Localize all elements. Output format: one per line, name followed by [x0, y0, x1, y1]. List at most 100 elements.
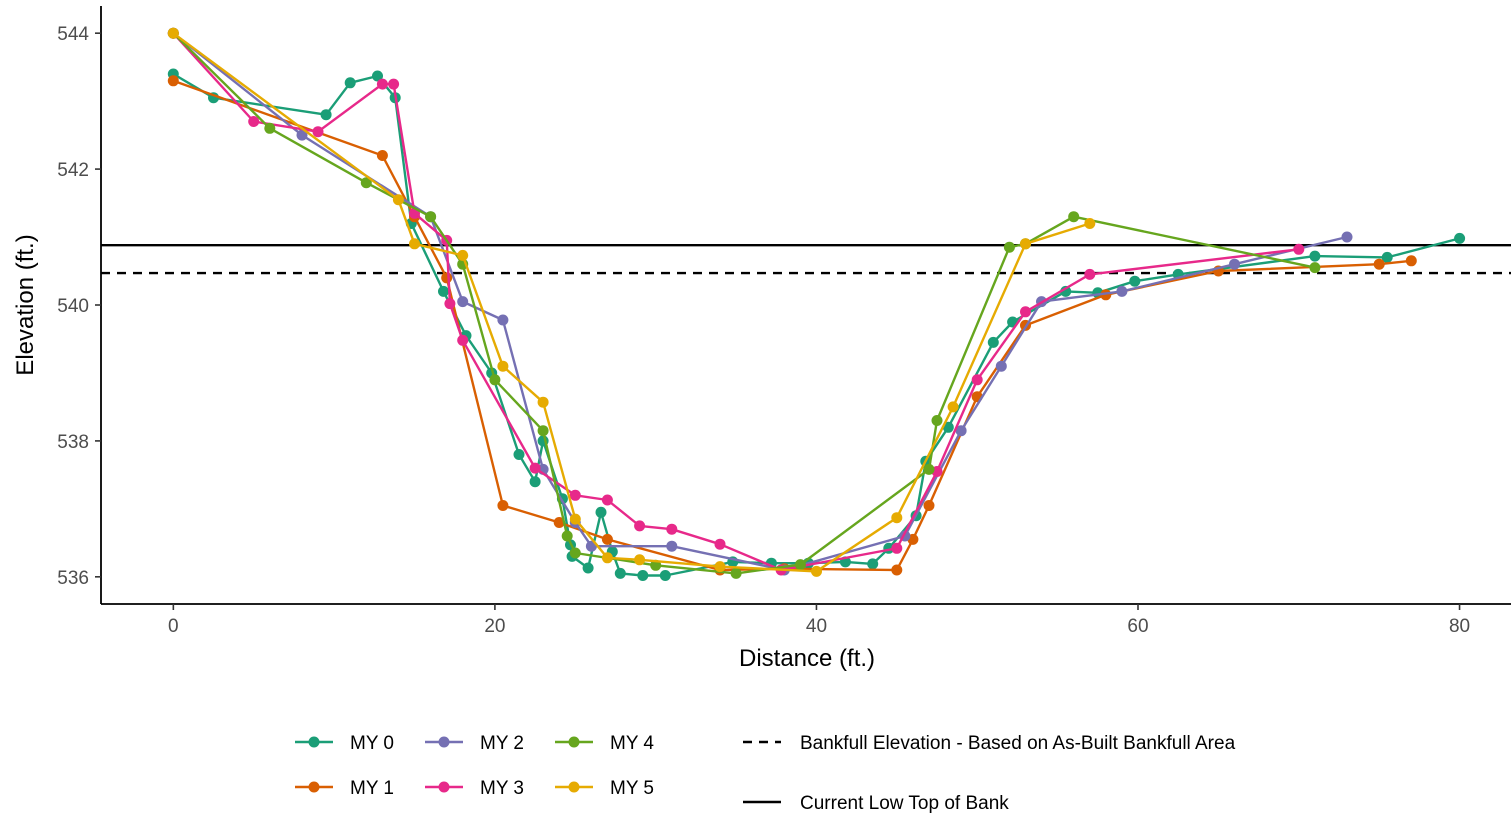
data-point-my-3 [971, 374, 983, 386]
legend-item-my-2: MY 2 [425, 733, 524, 754]
x-axis-title: Distance (ft.) [739, 645, 875, 672]
legend-item-bankfull-elevation: Bankfull Elevation - Based on As-Built B… [743, 733, 1236, 754]
data-point-my-1 [601, 533, 613, 545]
data-point-my-0 [1454, 232, 1466, 244]
data-point-my-5 [457, 249, 469, 261]
data-point-my-5 [409, 238, 420, 250]
data-point-my-4 [923, 463, 935, 475]
y-tick-label: 538 [57, 432, 89, 453]
axes [100, 6, 1511, 605]
data-point-my-1 [923, 500, 935, 511]
data-point-my-4 [794, 559, 806, 571]
data-point-my-5 [569, 513, 581, 525]
plot-area [101, 27, 1511, 581]
data-point-my-0 [372, 70, 383, 82]
data-point-my-1 [553, 517, 565, 528]
legend-key-point [438, 736, 450, 748]
data-point-my-0 [637, 570, 649, 581]
x-tick-label: 0 [168, 616, 179, 637]
data-point-my-5 [634, 554, 646, 566]
data-point-my-2 [296, 129, 308, 141]
data-point-my-1 [497, 500, 509, 511]
legend-label: MY 0 [350, 733, 394, 754]
data-point-my-0 [1381, 251, 1393, 263]
data-point-my-5 [601, 552, 613, 564]
y-tick-label: 544 [57, 24, 89, 45]
data-point-my-3 [457, 334, 469, 346]
data-point-my-3 [376, 78, 388, 90]
data-point-my-3 [601, 494, 613, 506]
legend-item-my-4: MY 4 [555, 733, 654, 754]
series-my-4 [167, 27, 1321, 579]
y-tick-label: 540 [57, 296, 89, 317]
data-point-my-4 [1003, 241, 1015, 253]
x-tick-label: 60 [1127, 616, 1148, 637]
data-point-my-5 [1020, 238, 1031, 250]
data-point-my-2 [1116, 285, 1128, 297]
legend-key-point [308, 781, 320, 793]
data-point-my-5 [167, 27, 179, 39]
data-point-my-0 [344, 77, 356, 89]
data-point-my-2 [457, 296, 469, 308]
data-point-my-1 [376, 150, 388, 161]
data-point-my-3 [444, 298, 456, 310]
data-point-my-0 [659, 570, 671, 581]
data-point-my-3 [666, 523, 678, 535]
series-line-my-2 [172, 32, 1348, 572]
data-point-my-4 [561, 530, 573, 542]
data-point-my-5 [537, 396, 549, 408]
legend-item-my-5: MY 5 [555, 778, 654, 799]
data-point-my-5 [392, 194, 404, 206]
x-tick-label: 40 [806, 616, 827, 637]
legend-item-my-3: MY 3 [425, 778, 524, 799]
series-line-my-4 [172, 32, 1316, 575]
data-point-my-4 [1068, 211, 1080, 223]
y-tick-label: 536 [57, 568, 89, 589]
data-point-my-3 [891, 542, 903, 554]
data-point-my-2 [995, 360, 1007, 372]
data-point-my-1 [1373, 258, 1385, 270]
series-my-5 [167, 27, 1096, 577]
legend-key-point [568, 781, 580, 793]
data-point-my-0 [513, 449, 525, 460]
data-point-my-4 [931, 415, 943, 426]
series-my-3 [167, 27, 1305, 576]
data-point-my-0 [529, 476, 541, 488]
data-point-my-0 [614, 567, 626, 579]
series-my-0 [167, 68, 1466, 581]
data-point-my-4 [264, 122, 276, 134]
data-point-my-4 [569, 547, 581, 559]
data-point-my-5 [891, 512, 903, 524]
legend-key-point [438, 781, 450, 793]
data-point-my-3 [529, 462, 541, 474]
legend-key-point [308, 736, 320, 748]
data-point-my-3 [1084, 268, 1096, 280]
legend-label: MY 3 [480, 778, 524, 799]
data-point-my-4 [730, 567, 742, 579]
data-point-my-3 [388, 78, 400, 90]
data-point-my-3 [714, 538, 726, 550]
series-line-my-1 [172, 79, 1412, 572]
series-line-my-3 [172, 32, 1299, 572]
data-point-my-1 [441, 272, 453, 284]
x-tick-label: 80 [1449, 616, 1470, 637]
legend-label: MY 2 [480, 733, 524, 754]
series-my-1 [167, 75, 1417, 576]
data-point-my-2 [497, 314, 509, 326]
data-point-my-0 [1309, 250, 1321, 262]
x-ticks: 0 20 40 60 80 [168, 604, 1470, 637]
legend-item-my-1: MY 1 [295, 778, 394, 799]
data-point-my-0 [987, 336, 999, 348]
data-point-my-4 [425, 211, 437, 223]
data-point-my-4 [360, 177, 372, 189]
legend-label: MY 5 [610, 778, 654, 799]
data-point-my-4 [489, 374, 501, 386]
data-point-my-3 [248, 116, 260, 127]
data-point-my-2 [1229, 258, 1240, 270]
data-point-my-4 [537, 425, 549, 437]
data-point-my-5 [497, 360, 509, 372]
data-point-my-3 [1293, 243, 1305, 255]
legend-label: MY 1 [350, 778, 394, 799]
legend-item-my-0: MY 0 [295, 733, 394, 754]
data-point-my-2 [1341, 231, 1353, 243]
